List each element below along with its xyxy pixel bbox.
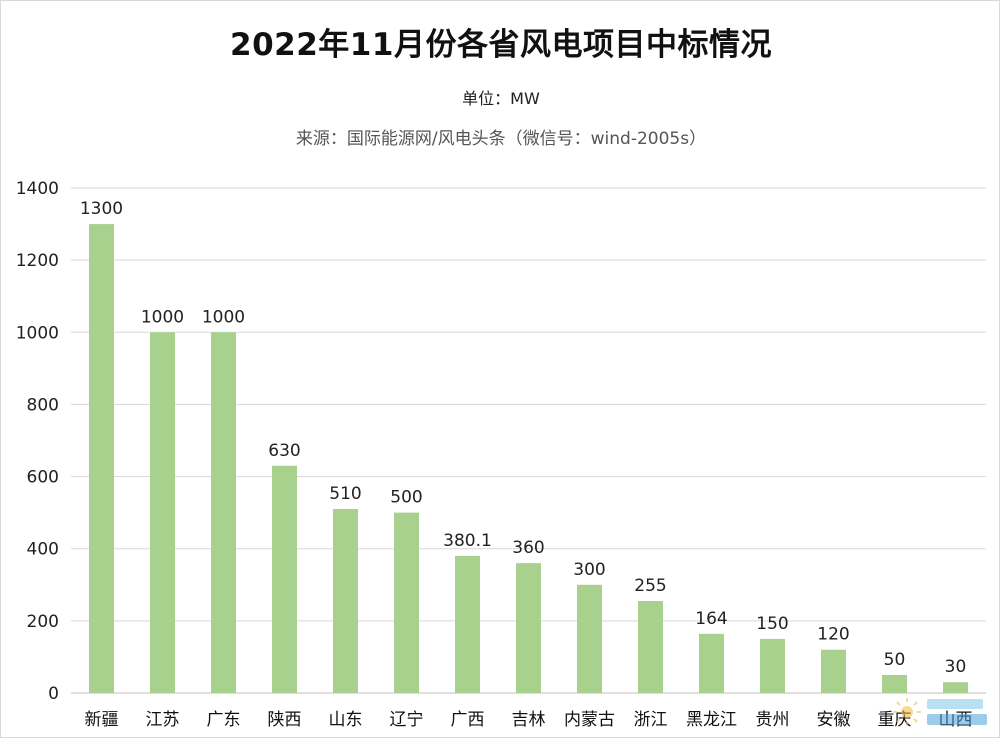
chart-source: 来源：国际能源网/风电头条（微信号：wind-2005s）: [295, 129, 707, 149]
data-label: 360: [512, 538, 544, 558]
y-tick-label: 1200: [16, 251, 59, 271]
bar: [699, 633, 724, 693]
data-label: 500: [390, 488, 422, 508]
x-tick-label: 吉林: [512, 710, 546, 730]
x-tick-label: 辽宁: [390, 710, 424, 730]
bar: [211, 332, 236, 693]
y-tick-label: 1400: [16, 179, 59, 199]
data-label: 150: [756, 614, 788, 634]
label-layer: 0 200 400 600 800 1000 1200 1400 1300 新疆 1000 江苏 100…: [16, 179, 973, 730]
bar: [89, 224, 114, 694]
logo-watermark: [893, 698, 987, 726]
bar: [760, 638, 785, 693]
x-tick-label: 安徽: [817, 710, 851, 730]
x-tick-label: 广西: [451, 710, 485, 730]
bar: [333, 509, 358, 693]
data-label: 50: [884, 650, 906, 670]
chart-title: 2022年11月份各省风电项目中标情况: [230, 27, 772, 63]
data-label: 380.1: [443, 531, 492, 551]
x-tick-label: 山东: [329, 710, 363, 730]
data-label: 30: [945, 657, 967, 677]
chart-unit: 单位：MW: [462, 89, 540, 108]
x-tick-label: 江苏: [146, 710, 180, 730]
data-label: 630: [268, 441, 300, 461]
bar: [394, 512, 419, 693]
x-tick-label: 陕西: [268, 710, 302, 730]
bar: [516, 563, 541, 693]
data-label: 1000: [202, 307, 245, 327]
data-label: 300: [573, 560, 605, 580]
bar: [638, 601, 663, 693]
y-tick-label: 600: [27, 468, 59, 488]
y-tick-label: 200: [27, 612, 59, 632]
y-tick-label: 0: [48, 684, 59, 704]
bar: [577, 584, 602, 693]
x-tick-label: 浙江: [634, 710, 668, 730]
bar: [150, 332, 175, 693]
bar: [455, 555, 480, 693]
x-tick-label: 黑龙江: [686, 710, 737, 730]
x-tick-label: 内蒙古: [564, 710, 615, 730]
x-tick-label: 新疆: [85, 710, 119, 730]
bar: [943, 682, 968, 693]
data-label: 255: [634, 576, 666, 596]
bar: [821, 649, 846, 693]
bar: [882, 674, 907, 693]
data-label: 120: [817, 625, 849, 645]
data-label: 164: [695, 609, 727, 629]
bar-layer: [89, 224, 968, 694]
data-label: 1300: [80, 199, 123, 219]
y-tick-label: 1000: [16, 323, 59, 343]
x-tick-label: 贵州: [756, 710, 790, 730]
x-tick-label: 广东: [207, 710, 241, 730]
data-label: 1000: [141, 307, 184, 327]
y-tick-label: 400: [27, 540, 59, 560]
data-label: 510: [329, 484, 361, 504]
y-tick-label: 800: [27, 395, 59, 415]
bar: [272, 465, 297, 693]
